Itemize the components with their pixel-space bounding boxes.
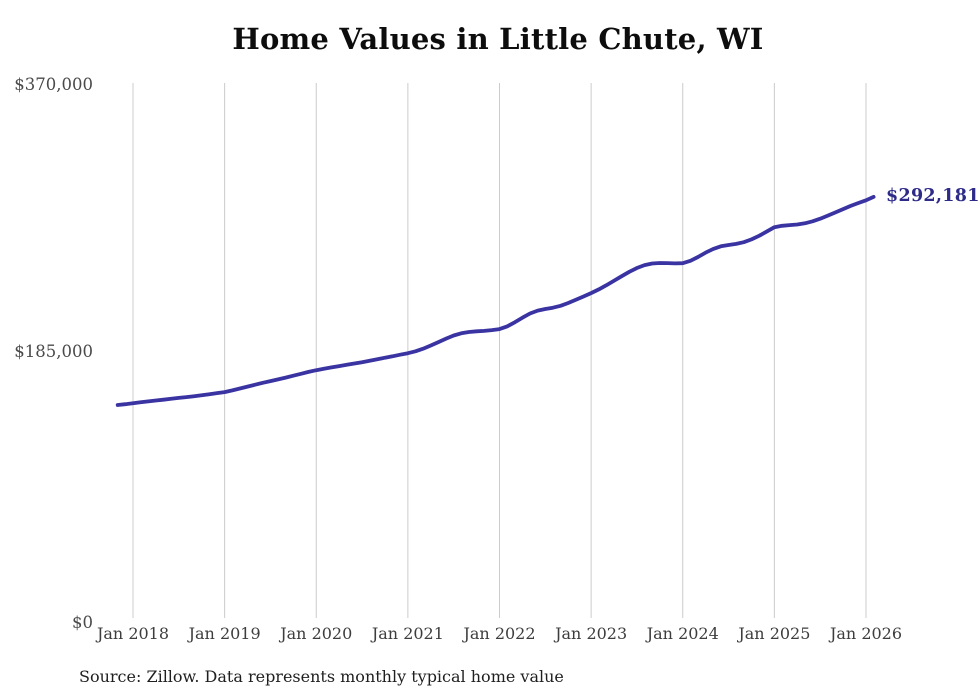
x-axis-tick-label: Jan 2025 — [736, 624, 810, 643]
x-axis-tick-label: Jan 2020 — [278, 624, 352, 643]
y-axis-tick-370000: $370,000 — [14, 75, 93, 94]
x-axis-tick-label: Jan 2026 — [828, 624, 902, 643]
home-value-line — [115, 195, 876, 407]
x-axis-tick-label: Jan 2022 — [461, 624, 535, 643]
x-axis-tick-label: Jan 2019 — [187, 624, 261, 643]
x-axis-tick-label: Jan 2018 — [95, 624, 169, 643]
chart-title: Home Values in Little Chute, WI — [232, 22, 764, 56]
y-axis-tick-185000: $185,000 — [14, 342, 93, 361]
x-axis-tick-label: Jan 2023 — [553, 624, 627, 643]
x-axis-tick-label: Jan 2024 — [645, 624, 719, 643]
latest-value-label: $292,181 — [886, 186, 980, 206]
source-note: Source: Zillow. Data represents monthly … — [79, 667, 564, 686]
y-axis-tick-0: $0 — [72, 613, 93, 632]
x-axis-tick-label: Jan 2021 — [370, 624, 444, 643]
